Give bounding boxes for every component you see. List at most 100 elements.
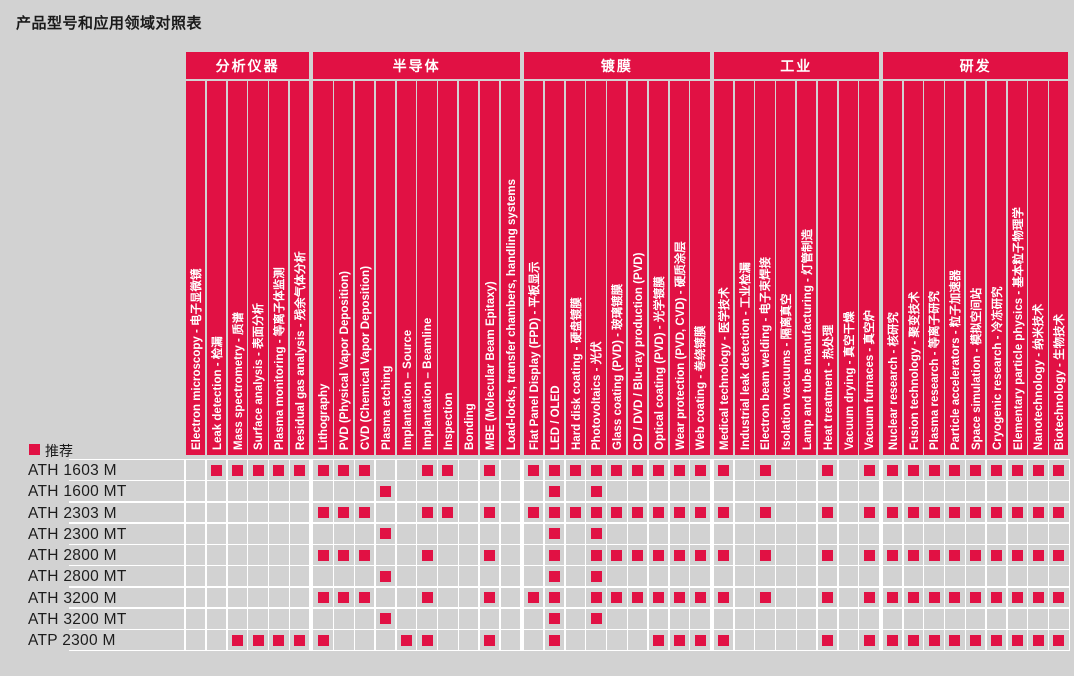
column-header-label: Mass spectrometry - 质谱 bbox=[232, 311, 245, 450]
recommended-mark bbox=[379, 613, 391, 625]
grid-line-vertical bbox=[1047, 458, 1050, 652]
recommended-mark bbox=[273, 464, 285, 476]
recommended-mark bbox=[590, 613, 602, 625]
column-header-label: Inspection bbox=[443, 392, 456, 450]
recommended-mark bbox=[548, 634, 560, 646]
recommended-mark bbox=[1011, 464, 1023, 476]
recommended-mark bbox=[1053, 592, 1065, 604]
recommended-mark bbox=[528, 592, 540, 604]
column-header: Electron beam welding - 电子束焊接 bbox=[755, 81, 775, 455]
grid-line-vertical bbox=[353, 458, 355, 652]
recommended-mark bbox=[1011, 592, 1023, 604]
recommended-mark bbox=[483, 507, 495, 519]
column-header-label: Elementary particle physics - 基本粒子物理学 bbox=[1012, 207, 1025, 450]
recommended-mark bbox=[928, 549, 940, 561]
grid-line-vertical bbox=[457, 458, 459, 652]
grid-line-horizontal bbox=[69, 564, 1069, 567]
recommended-mark bbox=[632, 592, 644, 604]
grid-line-vertical bbox=[332, 458, 335, 652]
legend-recommended-swatch bbox=[29, 444, 40, 455]
grid-line-vertical bbox=[584, 458, 587, 652]
recommended-mark bbox=[231, 634, 243, 646]
recommended-mark bbox=[886, 592, 898, 604]
recommended-mark bbox=[949, 507, 961, 519]
recommended-mark bbox=[990, 464, 1002, 476]
recommended-mark bbox=[379, 528, 391, 540]
grid-line-horizontal bbox=[69, 543, 1069, 546]
recommended-mark bbox=[590, 592, 602, 604]
column-header-label: Electron beam welding - 电子束焊接 bbox=[760, 257, 773, 450]
grid-line-vertical bbox=[902, 458, 904, 652]
recommended-mark bbox=[548, 613, 560, 625]
row-label: ATH 2303 M bbox=[28, 504, 117, 522]
grid-line-vertical bbox=[415, 458, 418, 652]
grid-line-vertical bbox=[688, 458, 691, 652]
column-header: Plasma monitoring - 等离子体监测 bbox=[269, 81, 289, 455]
grid-line-vertical bbox=[795, 458, 797, 652]
recommended-mark bbox=[294, 464, 306, 476]
column-header-label: Lamp and tube manufacturing - 灯管制造 bbox=[802, 228, 814, 450]
recommended-mark bbox=[317, 507, 329, 519]
column-header-label: LED / OLED bbox=[549, 385, 562, 450]
category-header: 半导体 bbox=[313, 52, 520, 79]
grid-line-vertical bbox=[964, 458, 966, 652]
column-header: Particle accelerators - 粒子加速器 bbox=[945, 81, 965, 455]
recommended-mark bbox=[863, 507, 875, 519]
row-label: ATP 2300 M bbox=[28, 632, 116, 650]
grid-line-vertical bbox=[1068, 458, 1071, 652]
category-header: 工业 bbox=[713, 52, 879, 79]
column-header-label: Optical coating (PVD) - 光学镀膜 bbox=[653, 276, 666, 450]
recommended-mark bbox=[759, 549, 771, 561]
recommended-mark bbox=[928, 507, 940, 519]
recommended-mark bbox=[949, 464, 961, 476]
recommended-mark bbox=[949, 592, 961, 604]
column-header: Optical coating (PVD) - 光学镀膜 bbox=[648, 81, 669, 455]
column-header-label: Heat treatment - 热处理 bbox=[822, 324, 835, 450]
grid-line-vertical bbox=[668, 458, 670, 652]
recommended-mark bbox=[928, 592, 940, 604]
grid-line-vertical bbox=[436, 458, 439, 652]
recommended-mark bbox=[863, 592, 875, 604]
column-header: Industrial leak detection - 工业检漏 bbox=[734, 81, 754, 455]
recommended-mark bbox=[863, 464, 875, 476]
recommended-mark bbox=[717, 592, 729, 604]
recommended-mark bbox=[652, 507, 664, 519]
column-header: MBE (Molecular Beam Epitaxy) bbox=[479, 81, 500, 455]
column-header: Wear protection (PVD, CVD) - 硬质涂层 bbox=[669, 81, 689, 455]
grid-line-vertical bbox=[985, 458, 987, 652]
recommended-mark bbox=[694, 592, 706, 604]
column-header-label: Surface analysis - 表面分析 bbox=[253, 303, 266, 450]
category-header: 分析仪器 bbox=[186, 52, 310, 79]
recommended-mark bbox=[317, 549, 329, 561]
recommended-mark bbox=[970, 549, 982, 561]
recommended-mark bbox=[759, 507, 771, 519]
recommended-mark bbox=[907, 592, 919, 604]
grid-line-vertical bbox=[519, 458, 524, 652]
column-header-label: MBE (Molecular Beam Epitaxy) bbox=[484, 281, 497, 450]
recommended-mark bbox=[379, 570, 391, 582]
column-header-label: Plasma research - 等离子研究 bbox=[929, 290, 942, 450]
grid-line-vertical bbox=[753, 458, 756, 652]
recommended-mark bbox=[548, 592, 560, 604]
grid-line-vertical bbox=[395, 458, 397, 652]
recommended-mark bbox=[294, 634, 306, 646]
recommended-mark bbox=[652, 592, 664, 604]
column-header: Plasma research - 等离子研究 bbox=[924, 81, 944, 455]
column-header: Electron microscopy - 电子显微镜 bbox=[186, 81, 206, 455]
column-header-label: Nanotechnology - 纳米技术 bbox=[1033, 303, 1046, 450]
recommended-mark bbox=[717, 549, 729, 561]
recommended-mark bbox=[694, 634, 706, 646]
grid-line-horizontal bbox=[69, 479, 1069, 482]
recommended-mark bbox=[821, 507, 833, 519]
recommended-mark bbox=[1011, 549, 1023, 561]
column-header: Bonding bbox=[459, 81, 479, 455]
grid-line-horizontal bbox=[69, 628, 1069, 631]
recommended-mark bbox=[548, 485, 560, 497]
recommended-mark bbox=[317, 592, 329, 604]
recommended-mark bbox=[611, 464, 623, 476]
column-header-label: Glass coating (PVD) - 玻璃镀膜 bbox=[612, 283, 625, 450]
recommended-mark bbox=[1032, 507, 1044, 519]
recommended-mark bbox=[673, 549, 685, 561]
column-header: Cryogenic research - 冷冻研究 bbox=[986, 81, 1007, 455]
recommended-mark bbox=[632, 464, 644, 476]
